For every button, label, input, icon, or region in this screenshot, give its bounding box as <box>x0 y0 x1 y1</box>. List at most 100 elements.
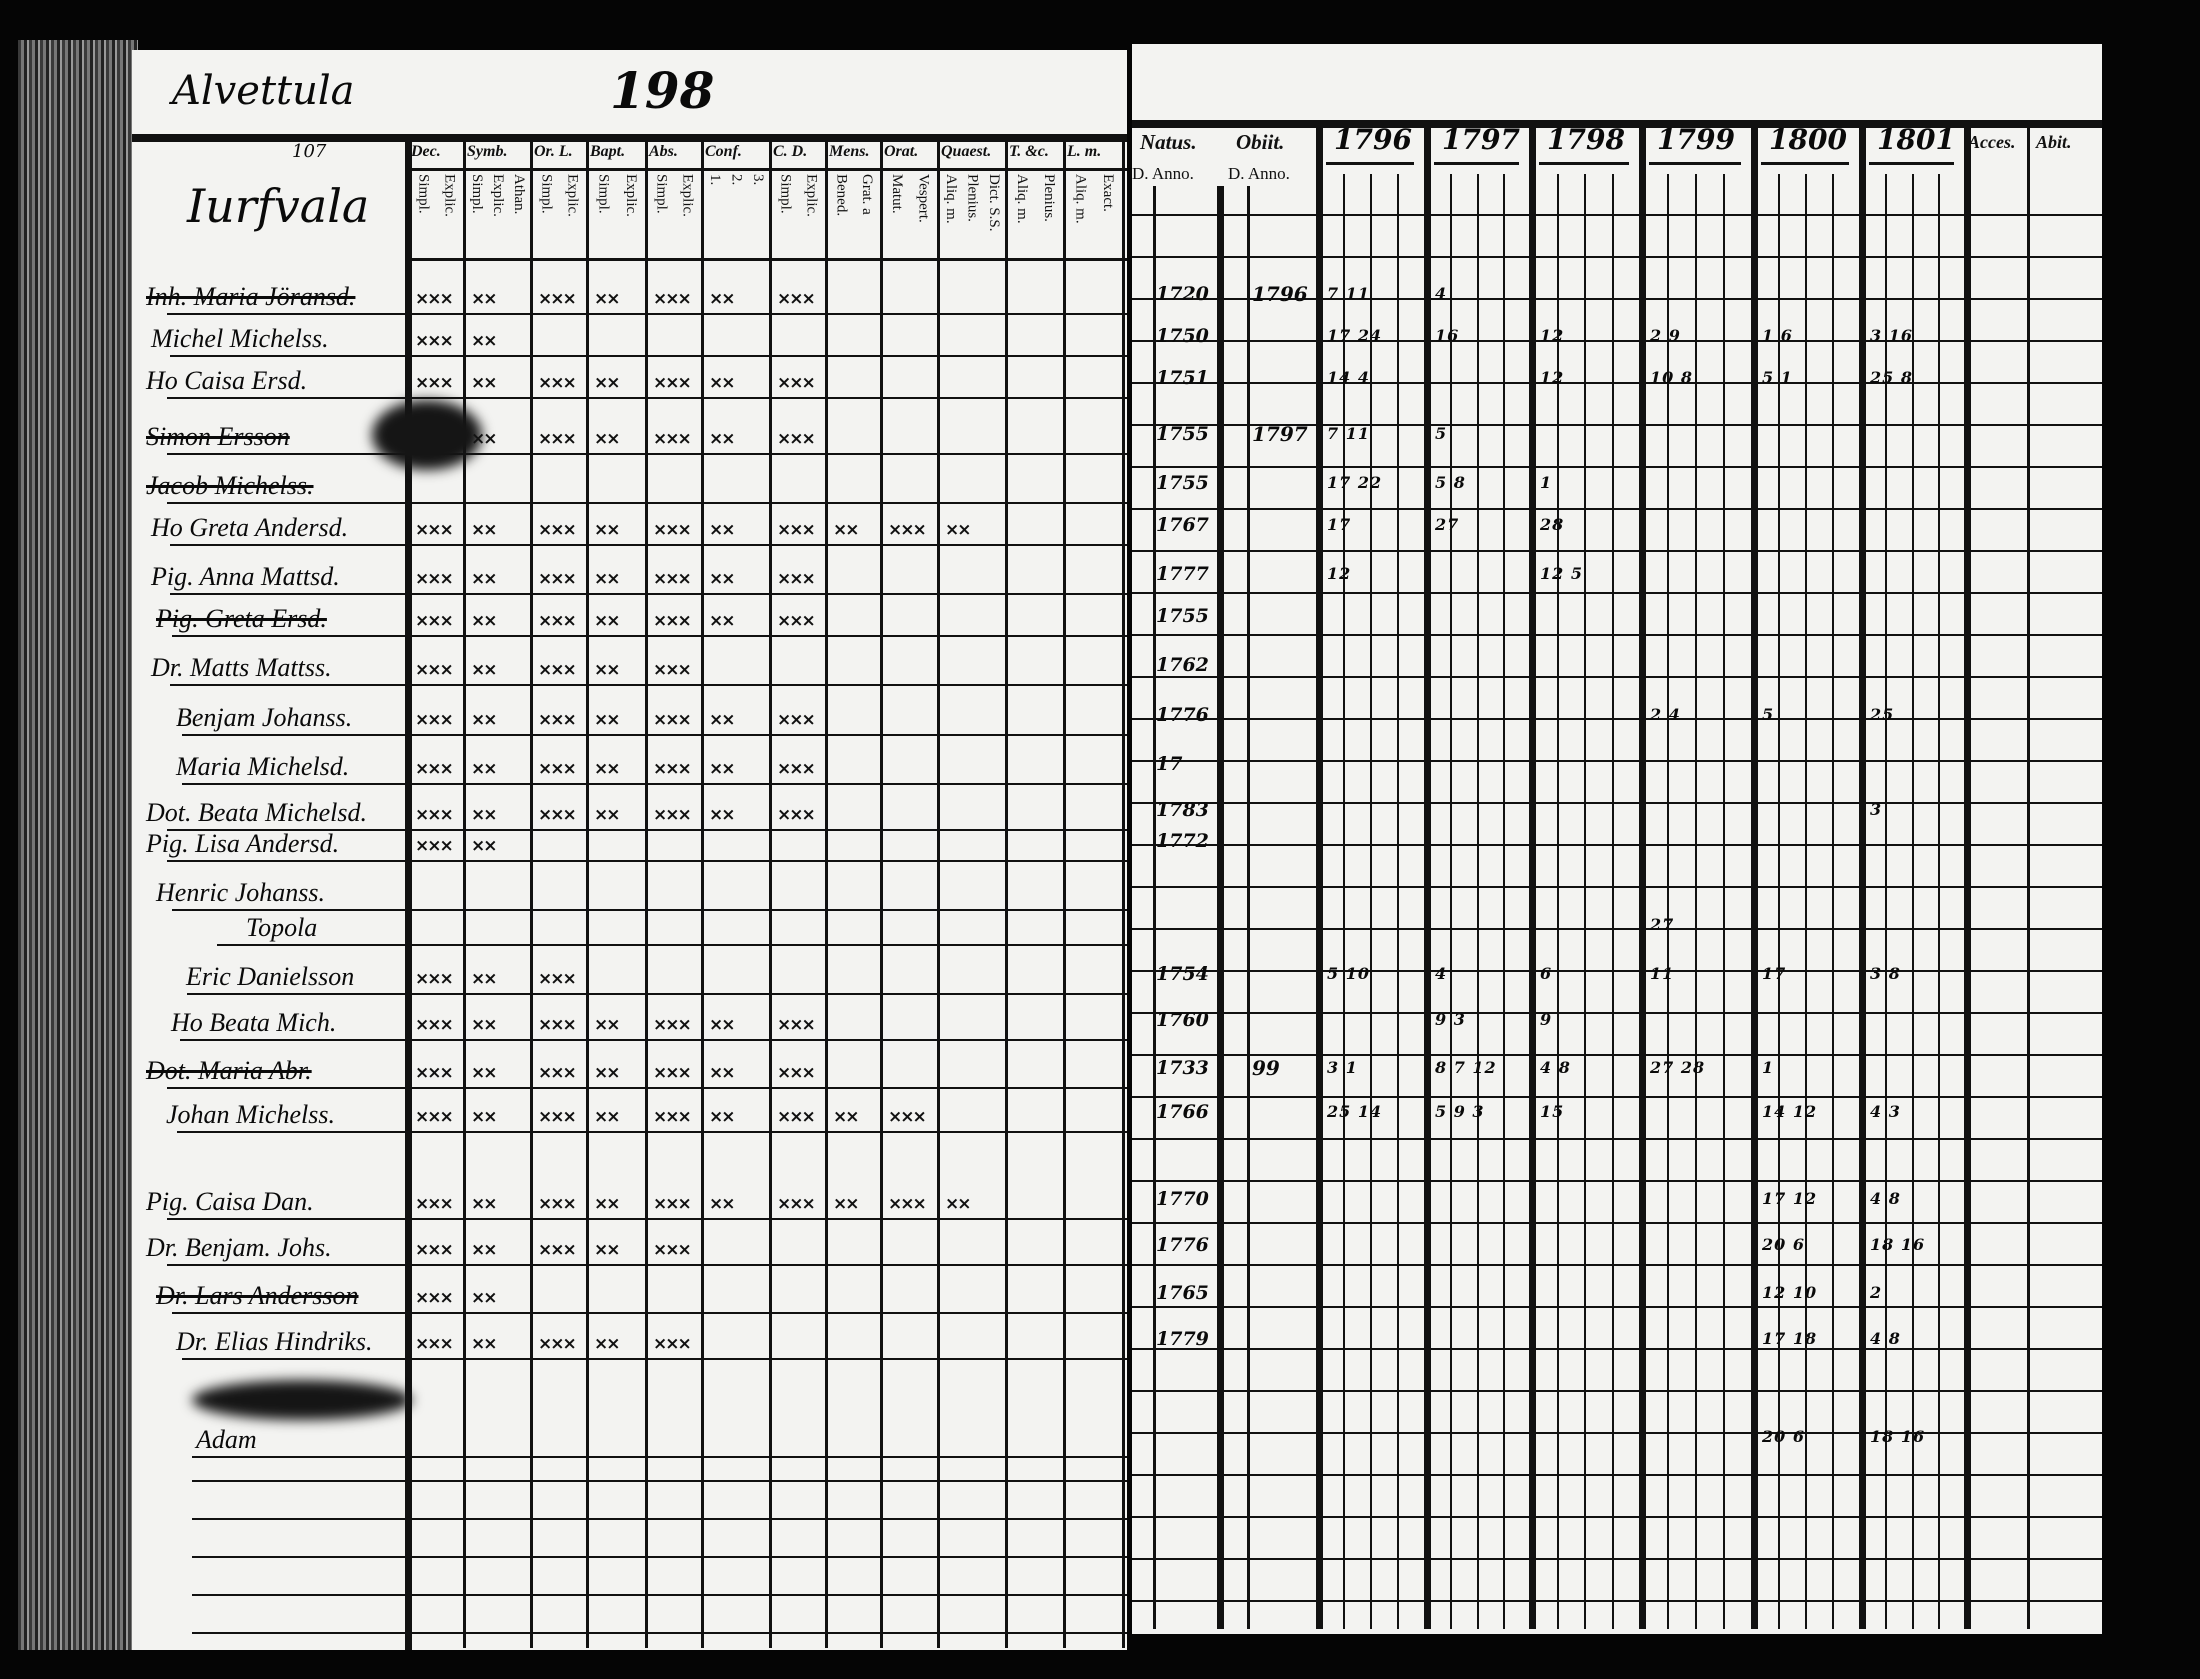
year-header: 1797 <box>1442 123 1520 156</box>
exam-mark: ×× <box>471 611 497 631</box>
natus-year: 1750 <box>1156 325 1209 347</box>
person-name: Ho Beata Mich. <box>171 1008 337 1037</box>
exam-mark: ×× <box>471 569 497 589</box>
year-header: 1801 <box>1877 123 1955 156</box>
exam-mark: ×× <box>471 710 497 730</box>
natus-year: 1776 <box>1156 1234 1209 1256</box>
exam-mark: ××× <box>538 969 577 989</box>
exam-mark: ×× <box>709 759 735 779</box>
sub-column-rule <box>1778 174 1780 1629</box>
year-entry: 5 <box>1435 424 1448 443</box>
sub-column-rule <box>1805 174 1807 1629</box>
exam-mark: ×× <box>471 520 497 540</box>
sub-column-rule <box>1911 174 1914 1629</box>
column-subheader: Vespert. <box>915 174 932 223</box>
exam-mark: ×× <box>594 759 620 779</box>
exam-mark: ×× <box>471 1334 497 1354</box>
exam-mark: ××× <box>777 759 816 779</box>
year-entry: 17 18 <box>1762 1329 1818 1348</box>
row-rule <box>192 1456 1127 1458</box>
row-rule <box>1132 1222 2102 1224</box>
sub-column-rule <box>1502 174 1505 1629</box>
natus-year: 17 <box>1156 753 1183 775</box>
exam-mark: ××× <box>777 611 816 631</box>
exam-mark: ×× <box>833 1107 859 1127</box>
row-rule <box>169 544 1127 546</box>
row-rule <box>1132 214 2102 216</box>
person-name: Simon Ersson <box>146 422 290 451</box>
row-rule <box>1132 1138 2102 1140</box>
exam-mark: ×× <box>471 836 497 856</box>
column-rule <box>645 138 648 1648</box>
column-subheader: Explic. <box>441 174 458 217</box>
year-column-rule <box>1639 124 1646 1629</box>
exam-mark: ×× <box>594 805 620 825</box>
person-name: Dr. Matts Mattss. <box>151 653 332 682</box>
exam-mark: ××× <box>777 520 816 540</box>
column-header: C. D. <box>773 143 808 160</box>
row-rule <box>1132 1348 2102 1350</box>
year-column-rule <box>1424 124 1431 1629</box>
column-subheader: Exact. <box>1099 174 1116 212</box>
column-subheader: Plenius. <box>964 174 981 222</box>
exam-mark: ×× <box>833 520 859 540</box>
year-entry: 11 <box>1650 964 1675 983</box>
year-header: 1796 <box>1334 123 1412 156</box>
exam-mark: ×× <box>709 1063 735 1083</box>
exam-mark: ×× <box>709 611 735 631</box>
natus-year: 1767 <box>1156 514 1209 536</box>
exam-mark: ×× <box>594 1107 620 1127</box>
column-header: Quaest. <box>941 143 992 160</box>
exam-mark: ××× <box>777 1015 816 1035</box>
blank-row-rule <box>192 1594 1127 1596</box>
name-column-rule <box>405 140 412 1650</box>
natus-year: 1772 <box>1156 830 1209 852</box>
exam-mark: ×× <box>594 1015 620 1035</box>
row-rule <box>167 453 1127 455</box>
row-rule <box>1132 1012 2102 1014</box>
exam-mark: ××× <box>415 520 454 540</box>
year-entry: 10 8 <box>1650 368 1693 387</box>
exam-mark: ××× <box>415 611 454 631</box>
exam-mark: ×× <box>709 289 735 309</box>
year-entry: 1 <box>1762 1058 1775 1077</box>
column-rule <box>701 138 704 1648</box>
column-header: Mens. <box>829 143 870 160</box>
exam-mark: ××× <box>415 660 454 680</box>
year-entry: 18 16 <box>1870 1427 1926 1446</box>
row-rule <box>1132 760 2102 762</box>
row-rule <box>1132 676 2102 678</box>
year-entry: 4 <box>1435 284 1448 303</box>
person-name: Johan Michelss. <box>166 1100 335 1129</box>
natus-year: 1754 <box>1156 963 1209 985</box>
year-entry: 12 <box>1540 326 1565 345</box>
sub-column-rule <box>1667 174 1669 1629</box>
ink-smudge <box>192 1380 412 1420</box>
exam-mark: ×× <box>945 1194 971 1214</box>
row-rule <box>1132 844 2102 846</box>
column-subheader: Plenius. <box>1041 174 1057 222</box>
natus-year: 1766 <box>1156 1101 1209 1123</box>
person-name: Dr. Lars Andersson <box>156 1281 359 1310</box>
row-rule <box>1132 1600 2102 1602</box>
row-rule <box>169 684 1127 686</box>
year-entry: 16 <box>1435 326 1460 345</box>
year-entry: 4 8 <box>1870 1329 1901 1348</box>
exam-mark: ××× <box>538 373 577 393</box>
exam-mark: ×× <box>471 1240 497 1260</box>
column-rule <box>769 138 772 1648</box>
row-rule <box>167 1264 1127 1266</box>
year-entry: 17 22 <box>1327 473 1383 492</box>
column-subheader: 1. <box>707 174 724 186</box>
column-subheader: Dict. S.S. <box>985 174 1002 232</box>
left-page: Alvettula 198 107 Iurfvala Dec. Explic. Si… <box>132 50 1127 1650</box>
row-rule <box>1132 886 2102 888</box>
sub-column-rule <box>1832 174 1834 1629</box>
exam-mark: ××× <box>415 331 454 351</box>
row-rule <box>1132 928 2102 930</box>
year-entry: 5 1 <box>1762 368 1793 387</box>
exam-mark: ××× <box>538 1334 577 1354</box>
row-rule <box>1132 382 2102 384</box>
abiit-header: Abit. <box>2036 132 2072 152</box>
exam-mark: ××× <box>653 660 692 680</box>
